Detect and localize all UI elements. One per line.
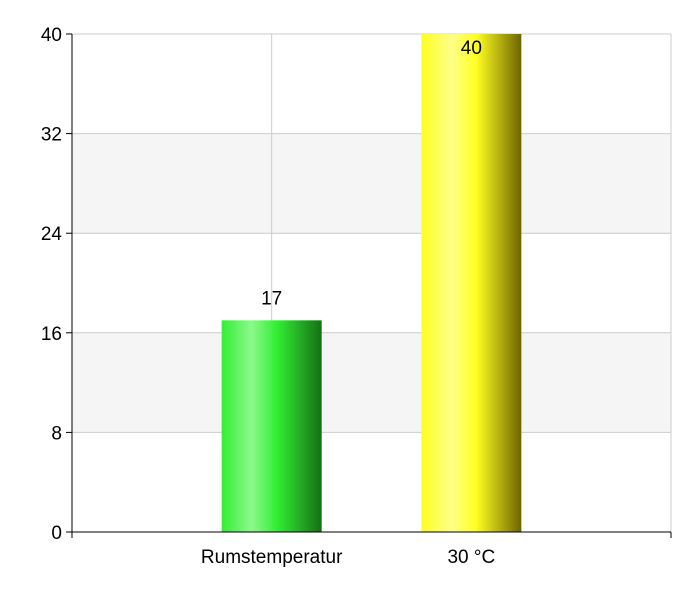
y-tick-label: 8 — [51, 423, 62, 444]
background-band — [72, 332, 671, 433]
y-tick-label: 40 — [41, 25, 62, 46]
y-tick-label: 0 — [51, 523, 62, 544]
axes — [71, 34, 671, 533]
bar-0 — [221, 320, 322, 532]
x-axis-ticks: Rumstemperatur 30 °C — [71, 532, 672, 568]
data-label: 40 — [461, 38, 482, 59]
y-tick-label: 16 — [41, 324, 62, 345]
data-label: 17 — [261, 288, 282, 309]
y-axis-ticks: 0 8 16 24 32 40 — [41, 25, 72, 544]
y-tick-label: 24 — [41, 224, 63, 245]
bars — [221, 34, 522, 532]
x-category-label: Rumstemperatur — [201, 547, 343, 568]
y-tick-label: 32 — [41, 125, 62, 146]
bar-1 — [421, 34, 522, 532]
x-category-label: 30 °C — [447, 547, 495, 568]
gridlines — [72, 33, 672, 533]
background-band — [72, 133, 671, 234]
background-bands — [72, 133, 671, 433]
